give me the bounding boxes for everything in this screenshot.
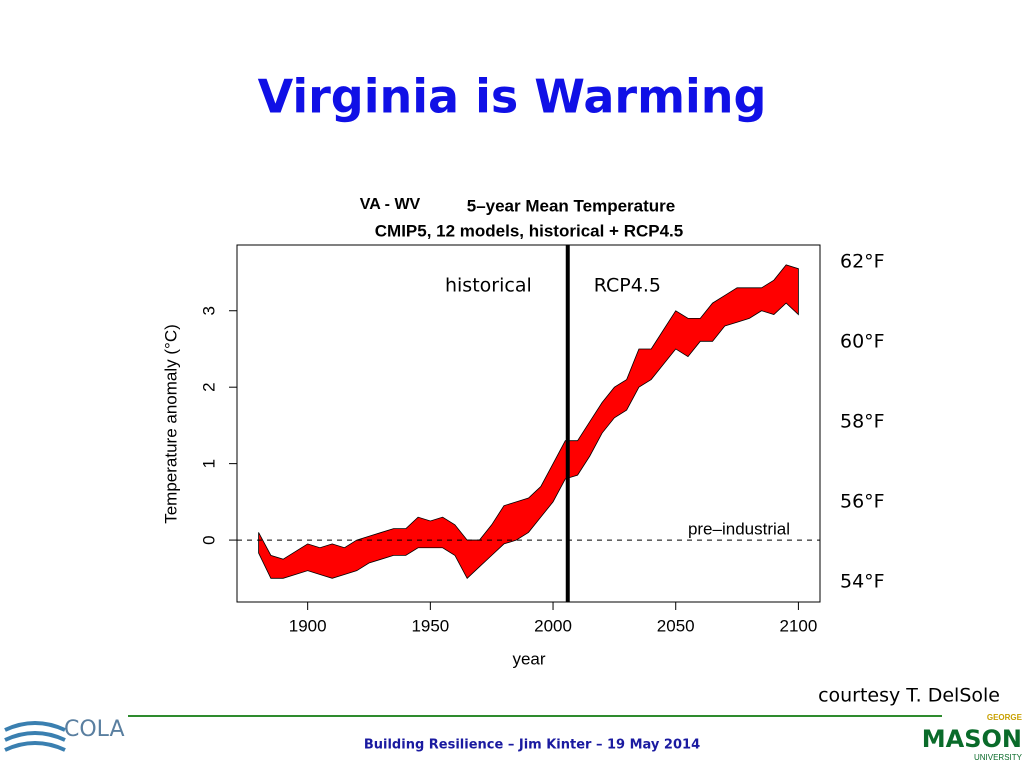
y2-tick-label: 56°F	[840, 491, 885, 513]
gmu-logo: MASON	[922, 725, 1022, 753]
cola-logo: COLA	[64, 717, 125, 742]
x-tick-label: 2000	[534, 616, 572, 635]
x-axis-label: year	[512, 649, 545, 668]
annotation: RCP4.5	[594, 275, 661, 297]
y2-tick-label: 60°F	[840, 331, 885, 353]
y-tick-label: 2	[199, 382, 218, 391]
cola-waves	[4, 721, 66, 752]
x-tick-label: 1900	[289, 616, 327, 635]
annotation: historical	[445, 275, 532, 297]
y2-tick-label: 58°F	[840, 411, 885, 433]
x-tick-label: 2100	[779, 616, 817, 635]
y-tick-label: 3	[199, 306, 218, 315]
slide-title: Virginia is Warming	[258, 70, 767, 124]
x-tick-label: 2050	[657, 616, 695, 635]
y-axis-label: Temperature anomaly (°C)	[161, 324, 180, 524]
chart-subtitle: CMIP5, 12 models, historical + RCP4.5	[375, 221, 683, 240]
gmu-bottom: UNIVERSITY	[974, 753, 1023, 762]
chart-region: VA - WV	[360, 196, 421, 213]
y-tick-label: 0	[199, 535, 218, 544]
y2-tick-label: 54°F	[840, 571, 885, 593]
footer: Building Resilience – Jim Kinter – 19 Ma…	[364, 738, 700, 753]
x-tick-label: 1950	[411, 616, 449, 635]
y2-tick-label: 62°F	[840, 251, 885, 273]
annotation: pre–industrial	[688, 520, 790, 539]
gmu-top: GEORGE	[987, 713, 1023, 722]
plot-frame	[236, 244, 821, 603]
y-tick-label: 1	[199, 459, 218, 468]
chart-title: 5–year Mean Temperature	[467, 196, 676, 215]
band	[258, 264, 799, 579]
credit: courtesy T. DelSole	[818, 685, 1000, 707]
